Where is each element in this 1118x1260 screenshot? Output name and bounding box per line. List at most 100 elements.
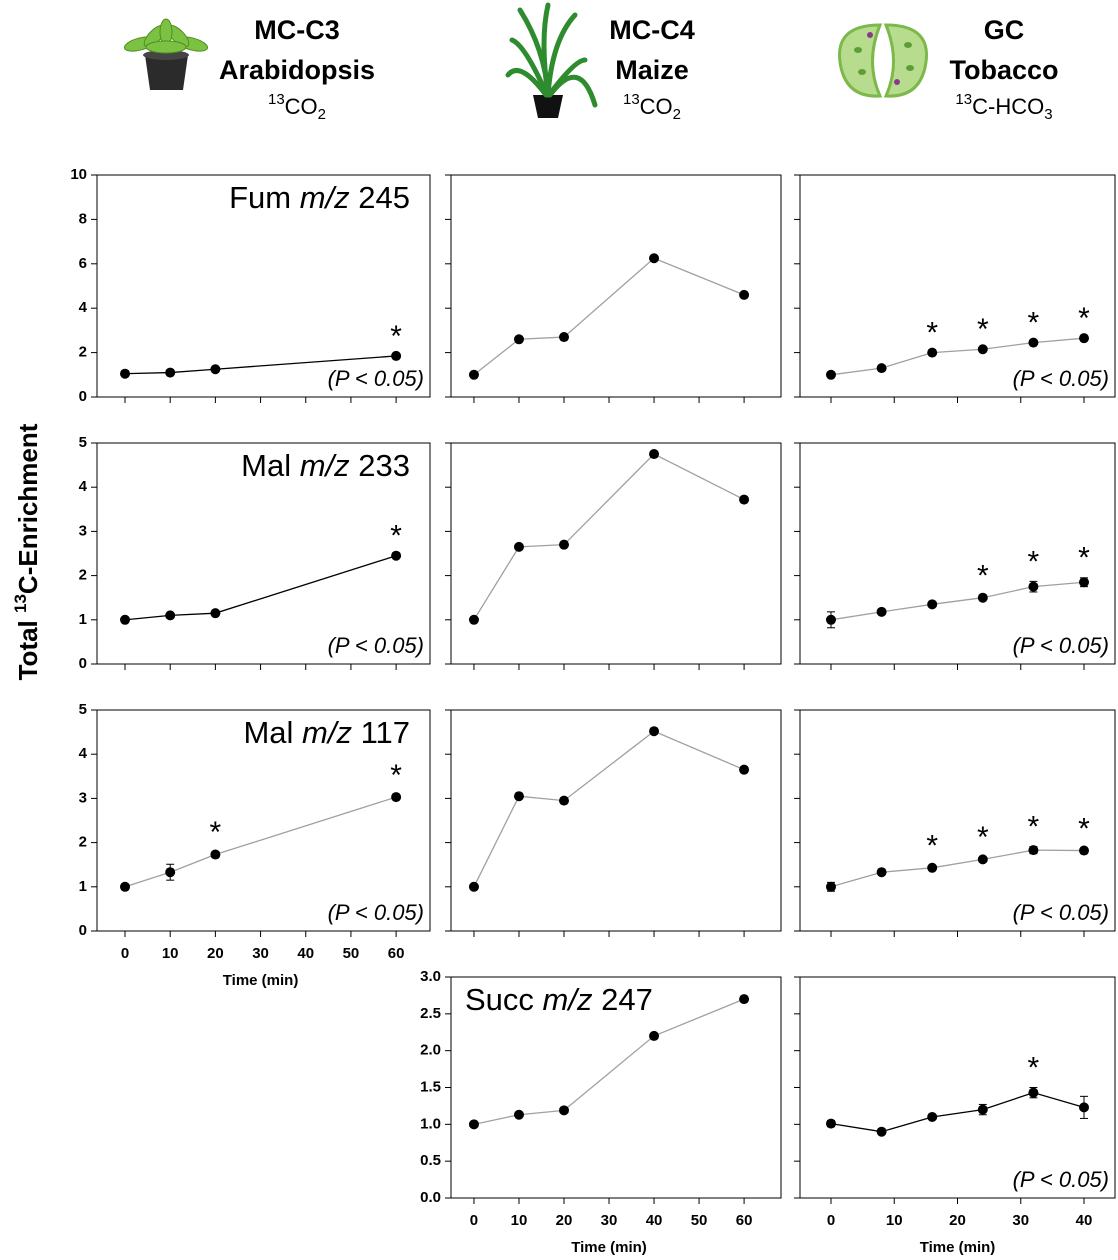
y-tick-label: 1.5 xyxy=(420,1078,441,1095)
x-tick-label: 40 xyxy=(1076,1212,1093,1229)
series-line xyxy=(124,355,397,375)
panel-title: Succ m/z 247 xyxy=(465,982,653,1017)
x-tick-label: 0 xyxy=(121,945,129,962)
substrate: CO xyxy=(285,94,318,119)
data-point xyxy=(1079,577,1090,588)
x-tick-label: 30 xyxy=(1012,1212,1029,1229)
panel-title: Mal m/z 233 xyxy=(241,448,410,483)
substrate: CO xyxy=(640,94,673,119)
significance-star: * xyxy=(1028,307,1040,340)
data-point xyxy=(649,449,660,460)
p-value-note: (P < 0.05) xyxy=(1013,900,1109,925)
data-point xyxy=(120,881,131,892)
x-tick-label: 10 xyxy=(886,1212,903,1229)
data-point xyxy=(876,363,887,374)
plot-frame xyxy=(450,174,782,398)
data-point xyxy=(1028,337,1039,348)
significance-star: * xyxy=(390,759,402,792)
data-point xyxy=(468,369,479,380)
header-species: Arabidopsis xyxy=(219,55,375,85)
p-value-note: (P < 0.05) xyxy=(328,366,424,391)
data-point xyxy=(1079,845,1090,856)
title-mz: m/z xyxy=(300,448,350,483)
x-axis-label: Time (min) xyxy=(571,1239,647,1256)
y-label-part: Total xyxy=(13,613,43,680)
significance-star: * xyxy=(1078,542,1090,575)
y-tick-label: 0 xyxy=(79,388,87,405)
significance-star: * xyxy=(210,816,222,849)
y-label-part: C-Enrichment xyxy=(13,423,43,594)
title-name: Mal xyxy=(241,448,291,483)
plot-frame xyxy=(799,976,1116,1199)
significance-star: * xyxy=(1028,1051,1040,1084)
p-value-note: (P < 0.05) xyxy=(328,900,424,925)
data-point xyxy=(927,1111,938,1122)
series-line xyxy=(830,581,1085,621)
plot-frame xyxy=(96,174,431,398)
plot-frame xyxy=(450,709,782,932)
x-axis-label: Time (min) xyxy=(920,1239,996,1256)
data-point xyxy=(876,1126,887,1137)
x-tick-label: 60 xyxy=(736,1212,753,1229)
series-line xyxy=(830,849,1085,888)
x-tick-label: 30 xyxy=(601,1212,618,1229)
data-point xyxy=(825,1118,836,1129)
significance-star: * xyxy=(926,317,938,350)
data-point xyxy=(1028,581,1039,592)
header-species: Maize xyxy=(615,55,689,85)
data-point xyxy=(210,849,221,860)
significance-star: * xyxy=(1078,302,1090,335)
substrate-sup: 13 xyxy=(955,91,972,108)
data-point xyxy=(468,614,479,625)
title-mz: m/z xyxy=(543,982,593,1017)
x-tick-label: 50 xyxy=(343,945,360,962)
data-point xyxy=(1079,333,1090,344)
x-tick-label: 20 xyxy=(556,1212,573,1229)
data-point xyxy=(513,334,524,345)
panel-title: Mal m/z 117 xyxy=(243,715,410,750)
data-point xyxy=(559,332,570,343)
x-tick-label: 10 xyxy=(162,945,179,962)
y-tick-label: 0 xyxy=(79,655,87,672)
data-point xyxy=(739,494,750,505)
y-tick-label: 1.0 xyxy=(420,1115,441,1132)
p-value-note: (P < 0.05) xyxy=(1013,366,1109,391)
y-tick-label: 10 xyxy=(70,166,87,183)
significance-star: * xyxy=(977,559,989,592)
substrate-sup: 13 xyxy=(623,91,640,108)
data-point xyxy=(977,854,988,865)
header-title: MC-C4 xyxy=(609,15,695,45)
title-mz: m/z xyxy=(302,715,352,750)
data-point xyxy=(391,350,402,361)
data-point xyxy=(977,344,988,355)
data-point xyxy=(165,610,176,621)
data-point xyxy=(513,541,524,552)
x-tick-label: 20 xyxy=(949,1212,966,1229)
x-tick-label: 20 xyxy=(207,945,224,962)
y-tick-label: 0.5 xyxy=(420,1152,441,1169)
y-label-sup: 13 xyxy=(11,594,30,613)
significance-star: * xyxy=(390,320,402,353)
data-point xyxy=(739,994,750,1005)
title-ion: 233 xyxy=(358,448,410,483)
y-tick-label: 1 xyxy=(79,878,87,895)
series-line xyxy=(124,555,397,621)
series-line xyxy=(124,796,397,888)
title-ion: 117 xyxy=(361,715,410,750)
data-point xyxy=(977,592,988,603)
data-point xyxy=(210,608,221,619)
y-tick-label: 0.0 xyxy=(420,1189,441,1206)
header-substrate: 13CO2 xyxy=(623,91,681,123)
y-tick-label: 3.0 xyxy=(420,968,441,985)
header-title: MC-C3 xyxy=(254,15,340,45)
x-tick-label: 10 xyxy=(511,1212,528,1229)
y-tick-label: 4 xyxy=(79,478,88,495)
plot-frame xyxy=(96,442,431,665)
title-name: Succ xyxy=(465,982,534,1017)
data-point xyxy=(876,867,887,878)
data-point xyxy=(825,614,836,625)
data-point xyxy=(468,881,479,892)
data-point xyxy=(739,289,750,300)
arabidopsis-icon xyxy=(123,18,209,90)
